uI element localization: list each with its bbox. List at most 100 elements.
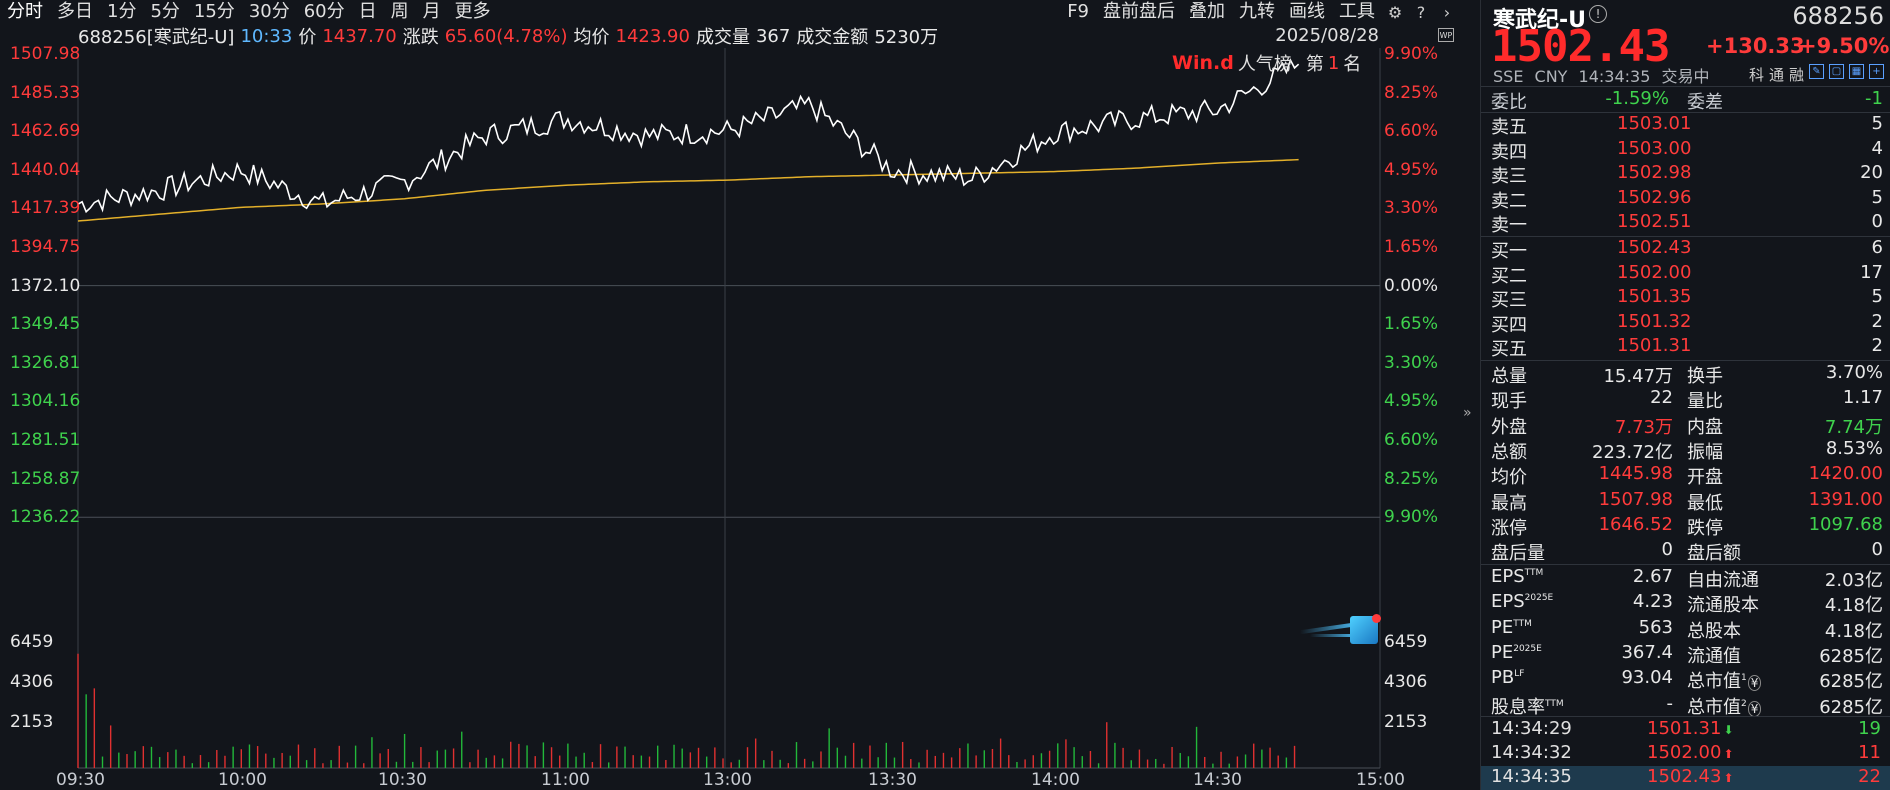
y-tick-left: 1507.98 <box>10 44 81 64</box>
stat-label-2: 内盘 <box>1687 416 1723 438</box>
bids-price: 1502.43 <box>1617 237 1692 258</box>
chevron-right-icon[interactable]: › <box>1443 2 1451 22</box>
tab-1[interactable]: 多日 <box>57 1 93 22</box>
bids-row[interactable]: 买二 1502.00 17 <box>1481 261 1890 287</box>
toolbar-btn-1[interactable]: 盘前盘后 <box>1103 1 1175 22</box>
stock-code: 688256 <box>1792 2 1884 30</box>
bids-price: 1501.35 <box>1617 286 1692 308</box>
bids-vol: 17 <box>1860 261 1883 283</box>
fin-row: PE2025E 367.4 流通值 6285亿 <box>1481 642 1890 667</box>
y-tick-right: 6.60% <box>1384 121 1439 142</box>
info-icon[interactable]: ! <box>1589 5 1607 23</box>
tab-3[interactable]: 5分 <box>150 1 180 22</box>
tab-5[interactable]: 30分 <box>248 1 290 22</box>
fin-label: PE <box>1491 616 1514 638</box>
fin-label-2: 总市值 <box>1687 671 1741 693</box>
asks-vol: 20 <box>1860 162 1883 184</box>
vol-tick-left: 2153 <box>10 712 54 732</box>
collapse-panel-icon[interactable]: » <box>1463 405 1472 421</box>
chart-date: 2025/08/28 <box>1275 25 1379 46</box>
help-icon[interactable]: ? <box>1416 2 1426 22</box>
fin-value: - <box>1666 692 1674 714</box>
tab-6[interactable]: 60分 <box>303 1 345 22</box>
wp-icon[interactable]: WP <box>1438 28 1454 42</box>
stat-label-2: 最低 <box>1687 492 1723 514</box>
asks-row[interactable]: 卖一 1502.51 0 <box>1481 211 1890 237</box>
tab-10[interactable]: 更多 <box>454 1 491 22</box>
fin-value-2: 4.18亿 <box>1824 595 1883 617</box>
tick-row[interactable]: 14:34:32 1502.00 ⬆ 11 <box>1481 742 1890 767</box>
fin-value-2: 6285亿 <box>1819 696 1883 718</box>
currency-icon[interactable]: ¥ <box>1747 700 1762 717</box>
popularity-rank[interactable]: Win.d 人气榜 第 1 名 <box>1172 50 1361 76</box>
asks-vol: 5 <box>1871 113 1883 134</box>
rank-prefix: 第 <box>1305 54 1324 75</box>
stat-value: 0 <box>1661 539 1673 561</box>
market-status: SSE CNY 14:34:35 交易中 <box>1493 63 1716 87</box>
divider <box>1481 564 1890 565</box>
stat-value-2: 1.17 <box>1842 387 1883 409</box>
grid-icon[interactable]: ▦ <box>1849 64 1864 79</box>
stat-label-2: 盘后额 <box>1687 543 1741 565</box>
bids-row[interactable]: 买三 1501.35 5 <box>1481 286 1890 311</box>
rank-label: 人气榜 <box>1237 54 1292 75</box>
stat-value-2: 1420.00 <box>1808 463 1883 485</box>
toolbar-btn-5[interactable]: 工具 <box>1339 1 1375 22</box>
x-tick: 10:00 <box>218 770 267 790</box>
x-tick: 09:30 <box>56 770 105 790</box>
y-tick-left: 1440.04 <box>10 159 81 180</box>
toolbar-btn-4[interactable]: 画线 <box>1289 1 1325 22</box>
tab-8[interactable]: 周 <box>390 1 409 22</box>
x-tick: 13:00 <box>703 770 752 790</box>
asks-price: 1502.98 <box>1617 162 1692 184</box>
tab-4[interactable]: 15分 <box>193 1 235 22</box>
pencil-icon[interactable]: ✎ <box>1809 64 1824 79</box>
tick-row[interactable]: 14:34:35 1502.43 ⬆ 22 <box>1481 766 1890 790</box>
stat-value: 1646.52 <box>1598 513 1673 535</box>
tool-tong[interactable]: 通 <box>1768 66 1784 84</box>
tab-7[interactable]: 日 <box>358 1 377 22</box>
bids-label: 买二 <box>1491 265 1527 287</box>
x-tick: 13:30 <box>868 770 917 790</box>
asks-row[interactable]: 卖四 1503.00 4 <box>1481 138 1890 163</box>
intraday-chart[interactable]: 1507.98 1485.33 1462.69 1440.04 1417.39 1394.… <box>0 44 1460 790</box>
bids-row[interactable]: 买四 1501.32 2 <box>1481 311 1890 336</box>
y-tick-right: 1.65% <box>1384 314 1439 335</box>
tab-9[interactable]: 月 <box>422 1 441 22</box>
window-icon[interactable]: ▢ <box>1829 64 1844 79</box>
price-change-pct: +9.50% <box>1799 34 1890 58</box>
toolbar-btn-2[interactable]: 叠加 <box>1189 1 1225 22</box>
gear-icon[interactable]: ⚙ <box>1387 2 1403 22</box>
tool-ke[interactable]: 科 <box>1748 66 1764 84</box>
y-tick-left: 1394.75 <box>10 237 81 257</box>
fin-label-2: 流通股本 <box>1687 595 1759 617</box>
tick-row[interactable]: 14:34:29 1501.31 ⬇ 19 <box>1481 718 1890 743</box>
vol-tick-right: 2153 <box>1384 712 1428 732</box>
currency-icon[interactable]: ¥ <box>1747 675 1762 692</box>
y-tick-left: 1485.33 <box>10 82 81 103</box>
asks-label: 卖一 <box>1491 215 1527 237</box>
info-vol: 367 <box>755 25 791 47</box>
toolbar-btn-3[interactable]: 九转 <box>1239 1 1275 22</box>
vol-tick-left: 6459 <box>10 632 54 652</box>
weicha-value: -1 <box>1865 88 1883 109</box>
fin-row: EPSTTM 2.67 自由流通 2.03亿 <box>1481 566 1890 591</box>
plus-icon[interactable]: + <box>1869 64 1884 79</box>
info-avg: 1423.90 <box>615 25 690 47</box>
tab-0[interactable]: 分时 <box>7 1 43 22</box>
fin-value-2: 4.18亿 <box>1824 620 1883 642</box>
tab-2[interactable]: 1分 <box>107 1 137 22</box>
fin-label: EPS <box>1491 591 1525 613</box>
bids-row[interactable]: 买一 1502.43 6 <box>1481 237 1890 262</box>
fin-label: PB <box>1491 667 1515 689</box>
assistant-widget-icon[interactable] <box>1300 610 1381 650</box>
asks-row[interactable]: 卖二 1502.96 5 <box>1481 187 1890 212</box>
x-tick: 10:30 <box>378 770 427 790</box>
asks-row[interactable]: 卖五 1503.01 5 <box>1481 113 1890 138</box>
tool-rong[interactable]: 融 <box>1788 66 1804 84</box>
asks-row[interactable]: 卖三 1502.98 20 <box>1481 162 1890 187</box>
bids-row[interactable]: 买五 1501.31 2 <box>1481 335 1890 360</box>
toolbar-btn-0[interactable]: F9 <box>1067 1 1089 22</box>
stat-label: 涨停 <box>1491 517 1527 539</box>
y-tick-right: 4.95% <box>1384 159 1439 180</box>
